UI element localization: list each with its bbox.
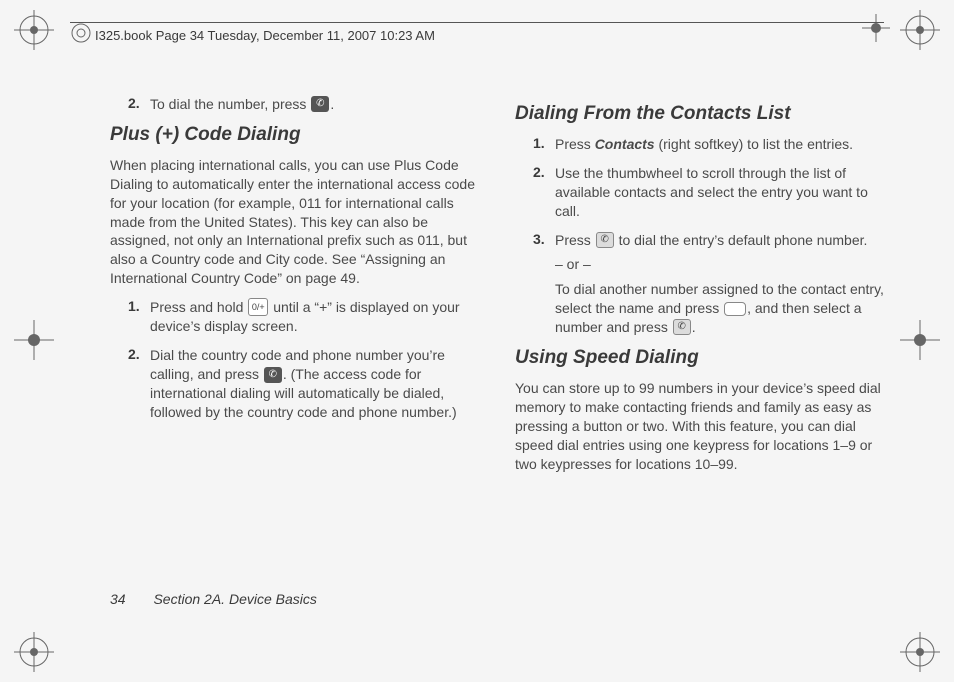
heading-speed-dial: Using Speed Dialing [515,347,884,369]
crop-mark-header-target [862,14,890,42]
speed-dial-paragraph: You can store up to 99 numbers in your d… [515,379,884,473]
step-text: Use the thumbwheel to scroll through the… [555,164,884,221]
crop-mark-gear-icon [70,22,92,44]
step-text-post: to dial the entry’s default phone number… [619,232,868,248]
step-number: 2. [533,164,555,221]
page-body: 2. To dial the number, press . Plus (+) … [110,95,884,483]
step-text: Press and hold [150,299,247,315]
heading-contacts: Dialing From the Contacts List [515,103,884,125]
step-text-alt-post: . [692,319,696,335]
section-label: Section 2A. Device Basics [153,591,316,607]
plus-code-paragraph: When placing international calls, you ca… [110,156,479,288]
step-text: Press [555,136,595,152]
step-number: 1. [128,298,150,336]
select-key-icon [724,302,746,316]
call-key-icon [673,319,691,335]
crop-mark-tr [900,10,940,50]
call-key-icon [311,96,329,112]
header-rule [70,22,884,23]
contacts-step-1: 1. Press Contacts (right softkey) to lis… [533,135,884,154]
crop-mark-br [900,632,940,672]
step-number: 1. [533,135,555,154]
crop-mark-ml [14,320,54,360]
step-number: 2. [128,95,150,114]
step-text-post: (right softkey) to list the entries. [655,136,853,152]
dial-step-2: 2. To dial the number, press . [128,95,479,114]
softkey-name: Contacts [595,136,655,152]
crop-mark-bl [14,632,54,672]
or-divider: – or – [555,255,884,274]
call-key-icon [596,232,614,248]
crop-mark-mr [900,320,940,360]
right-column: Dialing From the Contacts List 1. Press … [515,95,884,483]
step-number: 2. [128,346,150,422]
plus-step-1: 1. Press and hold 0/+ until a “+” is dis… [128,298,479,336]
step-text-post: . [330,96,334,112]
heading-plus-code: Plus (+) Code Dialing [110,124,479,146]
contacts-step-3: 3. Press to dial the entry’s default pho… [533,231,884,337]
plus-step-2: 2. Dial the country code and phone numbe… [128,346,479,422]
page-number: 34 [110,591,126,607]
crop-mark-tl [14,10,54,50]
step-number: 3. [533,231,555,337]
call-key-icon [264,367,282,383]
page-footer: 34 Section 2A. Device Basics [110,591,317,607]
contacts-step-2: 2. Use the thumbwheel to scroll through … [533,164,884,221]
header-filepath: I325.book Page 34 Tuesday, December 11, … [95,28,435,43]
zero-key-icon: 0/+ [248,298,268,316]
left-column: 2. To dial the number, press . Plus (+) … [110,95,479,483]
step-text: Press [555,232,595,248]
step-text: To dial the number, press [150,96,310,112]
